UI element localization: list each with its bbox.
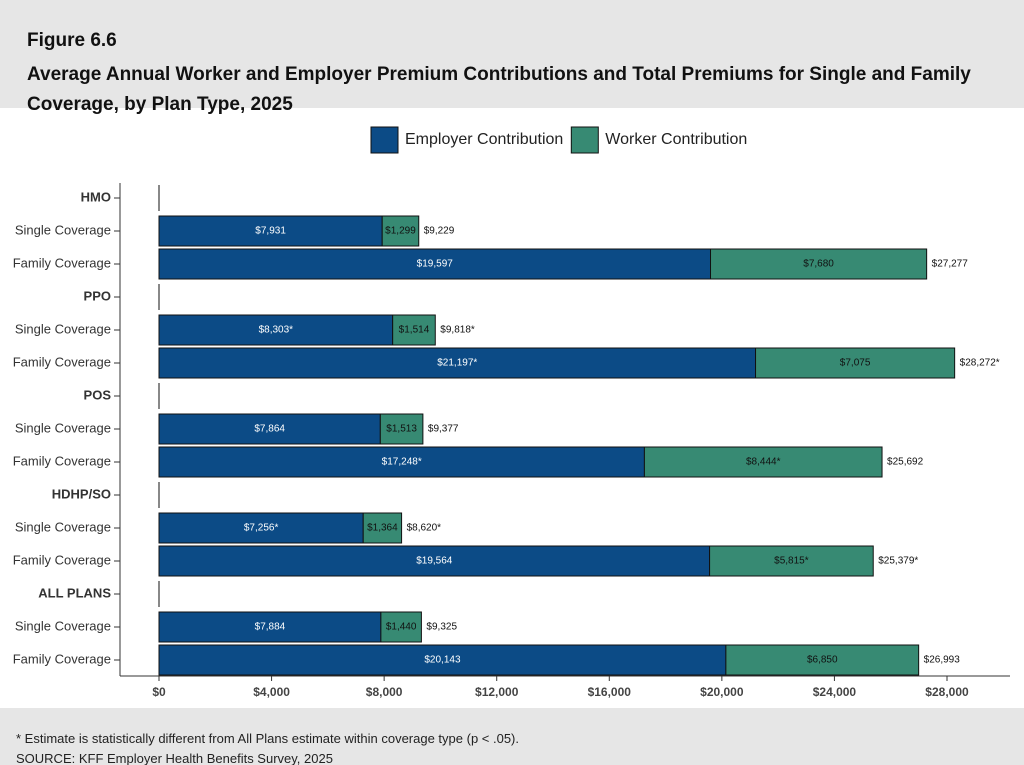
bar-segment [709, 545, 874, 577]
total-label: $8,620* [407, 523, 442, 534]
value-label: $7,256* [244, 523, 279, 534]
value-label: $1,299 [385, 226, 416, 237]
bar-segment [392, 314, 436, 346]
value-label: $21,197* [437, 358, 477, 369]
total-label: $9,325 [426, 622, 457, 633]
value-label: $20,143 [424, 655, 461, 666]
value-label: $8,444* [746, 457, 781, 468]
value-label: $5,815* [774, 556, 809, 567]
y-tick-label: Single Coverage [15, 222, 111, 237]
legend-swatch [570, 126, 599, 154]
x-tick-label: $0 [152, 685, 166, 699]
legend-label: Worker Contribution [605, 131, 747, 148]
chart-title: Average Annual Worker and Employer Premi… [27, 64, 971, 115]
footer: * Estimate is statistically different fr… [0, 708, 1024, 765]
bar-segment [158, 413, 381, 445]
value-label: $7,075 [840, 358, 871, 369]
x-tick-label: $12,000 [475, 685, 519, 699]
x-tick-label: $16,000 [588, 685, 632, 699]
value-label: $8,303* [259, 325, 294, 336]
value-label: $1,364 [367, 523, 398, 534]
bar-segment [710, 248, 928, 280]
bar-segment [158, 644, 727, 676]
note: * Estimate is statistically different fr… [16, 731, 520, 746]
chart: Employer Contribution Worker Contribution… [13, 126, 1010, 699]
bar-segment [158, 446, 645, 478]
legend-label: Employer Contribution [405, 131, 563, 148]
x-tick-label: $4,000 [253, 685, 290, 699]
total-label: $26,993 [924, 655, 961, 666]
value-label: $1,514 [399, 325, 430, 336]
bar-segment [158, 512, 364, 544]
y-tick-label: Family Coverage [13, 651, 111, 666]
total-label: $27,277 [932, 259, 969, 270]
y-tick-label: Single Coverage [15, 519, 111, 534]
y-tick-label: POS [84, 387, 112, 402]
bar-segment [158, 314, 394, 346]
value-label: $19,597 [417, 259, 454, 270]
y-tick-label: ALL PLANS [38, 585, 111, 600]
bar-segment [362, 512, 403, 544]
bar-segment [158, 248, 712, 280]
total-label: $9,377 [428, 424, 459, 435]
y-tick-label: Family Coverage [13, 453, 111, 468]
x-tick-label: $28,000 [925, 685, 969, 699]
value-label: $6,850 [807, 655, 838, 666]
value-label: $1,513 [386, 424, 417, 435]
bar-segment [643, 446, 883, 478]
header: Figure 6.6 Average Annual Worker and Emp… [0, 0, 1024, 115]
bar-segment [755, 347, 956, 379]
x-tick-label: $24,000 [813, 685, 857, 699]
value-label: $7,931 [255, 226, 286, 237]
figure-number: Figure 6.6 [27, 30, 117, 51]
total-label: $9,229 [424, 226, 455, 237]
y-tick-label: Single Coverage [15, 420, 111, 435]
bar-segment [158, 611, 382, 643]
value-label: $7,864 [254, 424, 285, 435]
bar-segment [158, 347, 757, 379]
bar-segment [158, 215, 383, 247]
x-tick-label: $20,000 [700, 685, 744, 699]
legend-swatch [370, 126, 399, 154]
value-label: $17,248* [382, 457, 422, 468]
bar-segment [725, 644, 920, 676]
source: SOURCE: KFF Employer Health Benefits Sur… [16, 751, 333, 765]
y-tick-label: Family Coverage [13, 552, 111, 567]
value-label: $7,680 [803, 259, 834, 270]
y-tick-label: Family Coverage [13, 255, 111, 270]
y-tick-label: Single Coverage [15, 321, 111, 336]
bar-segment [381, 215, 420, 247]
total-label: $25,379* [878, 556, 918, 567]
total-label: $25,692 [887, 457, 924, 468]
y-tick-label: Single Coverage [15, 618, 111, 633]
y-tick-label: Family Coverage [13, 354, 111, 369]
bar-segment [379, 413, 424, 445]
value-label: $7,884 [255, 622, 286, 633]
total-label: $9,818* [440, 325, 475, 336]
total-label: $28,272* [960, 358, 1000, 369]
bar-segment [380, 611, 422, 643]
value-label: $1,440 [386, 622, 417, 633]
x-tick-label: $8,000 [366, 685, 403, 699]
y-tick-label: PPO [84, 288, 111, 303]
y-tick-label: HDHP/SO [52, 486, 111, 501]
value-label: $19,564 [416, 556, 453, 567]
y-tick-label: HMO [81, 189, 111, 204]
